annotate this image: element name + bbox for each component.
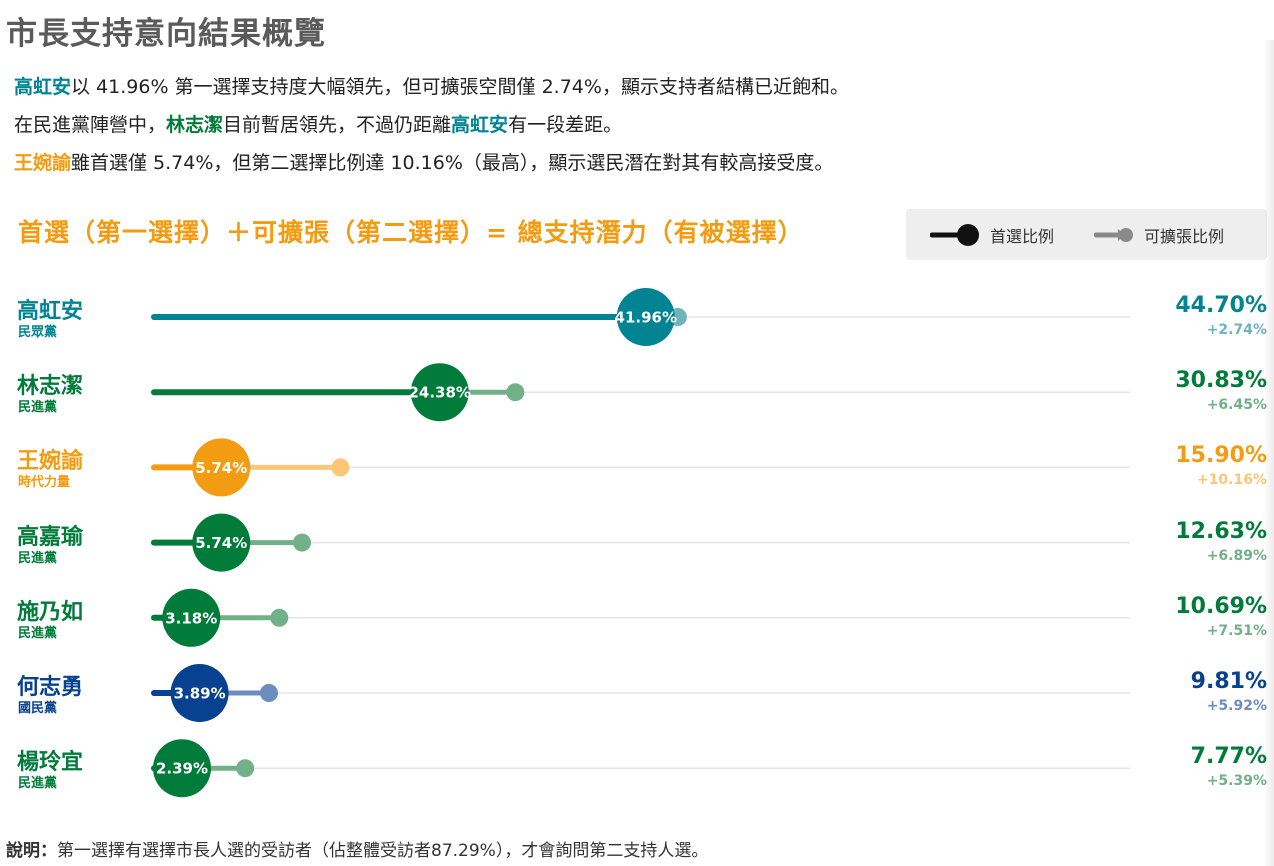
expandable-value: +7.51% xyxy=(1206,622,1267,639)
first-choice-value-label: 3.18% xyxy=(165,609,217,627)
expandable-value: +5.92% xyxy=(1206,698,1267,714)
expandable-value: +6.45% xyxy=(1206,397,1267,414)
candidate-party: 時代力量 xyxy=(18,475,71,491)
summary-highlight: 王婉諭 xyxy=(14,152,72,174)
first-choice-value-label: 5.74% xyxy=(195,459,247,477)
legend-expandable-icon xyxy=(1094,227,1133,242)
candidate-party: 民進黨 xyxy=(18,400,58,416)
total-support-value: 9.81% xyxy=(1190,669,1267,694)
expandable-endpoint-dot xyxy=(506,383,525,402)
candidate-name: 施乃如 xyxy=(17,599,84,625)
summary-text: 雖首選僅 5.74%，但第二選擇比例達 10.16%（最高），顯示選民潛在對其有… xyxy=(71,152,834,174)
summary-text: 有一段差距。 xyxy=(508,114,623,136)
summary-text: 以 41.96% 第一選擇支持度大幅領先，但可擴張空間僅 2.74%，顯示支持者… xyxy=(71,76,849,98)
first-choice-bubble xyxy=(170,664,229,722)
expandable-endpoint-dot xyxy=(236,759,255,778)
candidate-name: 楊玲宜 xyxy=(17,750,84,776)
expandable-value: +2.74% xyxy=(1206,322,1267,338)
legend-item-expandable: 可擴張比例 xyxy=(1094,209,1224,260)
footnote-text: 第一選擇有選擇市長人選的受訪者（佔整體受訪者87.29%），才會詢問第二支持人選… xyxy=(57,841,709,861)
first-choice-value-label: 3.89% xyxy=(174,685,226,703)
summary-highlight: 高虹安 xyxy=(14,76,72,98)
summary-text: 目前暫居領先，不過仍距離 xyxy=(223,114,452,136)
candidate-name: 林志潔 xyxy=(17,374,84,400)
expandable-value: +10.16% xyxy=(1196,472,1267,489)
legend: 首選比例 可擴張比例 xyxy=(906,209,1267,260)
summary-line: 王婉諭雖首選僅 5.74%，但第二選擇比例達 10.16%（最高），顯示選民潛在… xyxy=(14,144,1014,182)
first-choice-bubble xyxy=(153,739,212,798)
summary-block: 高虹安以 41.96% 第一選擇支持度大幅領先，但可擴張空間僅 2.74%，顯示… xyxy=(14,68,1014,182)
total-support-value: 10.69% xyxy=(1175,593,1267,619)
total-support-value: 12.63% xyxy=(1175,518,1267,544)
chart-title: 首選（第一選擇）＋可擴張（第二選擇）= 總支持潛力（有被選擇） xyxy=(18,218,804,247)
dumbbell-chart: 41.96% 24.38% 5.74% 5.74% 3.18% 3.89% 2.39% xyxy=(151,288,1130,798)
expandable-endpoint-dot xyxy=(293,533,312,552)
summary-line: 高虹安以 41.96% 第一選擇支持度大幅領先，但可擴張空間僅 2.74%，顯示… xyxy=(14,68,1014,106)
first-choice-bubble xyxy=(192,438,251,497)
first-choice-bubble xyxy=(410,363,469,422)
candidate-name: 王婉諭 xyxy=(17,449,84,475)
first-choice-value-label: 24.38% xyxy=(408,384,470,402)
first-choice-bubble xyxy=(162,588,221,647)
chart-plot-area: 41.96% 24.38% 5.74% 5.74% 3.18% 3.89% 2.39% 高虹… xyxy=(0,270,1274,810)
legend-item-first-choice: 首選比例 xyxy=(930,209,1054,260)
candidate-name: 高虹安 xyxy=(17,299,84,324)
legend-first-choice-icon xyxy=(930,223,979,246)
summary-highlight: 林志潔 xyxy=(166,114,224,136)
total-support-value: 44.70% xyxy=(1175,293,1267,318)
candidate-party: 國民黨 xyxy=(18,701,58,716)
expandable-endpoint-dot xyxy=(270,608,289,627)
candidate-name: 高嘉瑜 xyxy=(17,524,84,550)
expandable-value: +5.39% xyxy=(1206,773,1267,790)
candidate-party: 民進黨 xyxy=(18,625,58,641)
expandable-endpoint-dot xyxy=(331,458,350,477)
legend-label-first-choice: 首選比例 xyxy=(990,226,1055,246)
scroll-shadow xyxy=(1264,40,1274,866)
footnote-label: 說明： xyxy=(6,841,57,861)
first-choice-bubble xyxy=(616,288,675,346)
first-choice-bubble xyxy=(192,513,251,572)
total-support-value: 15.90% xyxy=(1175,443,1267,469)
candidate-name: 何志勇 xyxy=(17,675,84,700)
summary-text: 在民進黨陣營中， xyxy=(14,114,167,136)
expandable-value: +6.89% xyxy=(1206,547,1267,564)
candidate-party: 民眾黨 xyxy=(18,325,58,340)
first-choice-value-label: 5.74% xyxy=(195,534,247,552)
candidate-party: 民進黨 xyxy=(18,550,58,566)
candidate-party: 民進黨 xyxy=(18,776,58,792)
expandable-endpoint-dot xyxy=(259,684,278,702)
total-support-value: 7.77% xyxy=(1190,744,1267,770)
total-support-value: 30.83% xyxy=(1175,368,1267,394)
summary-highlight: 高虹安 xyxy=(451,114,509,136)
summary-line: 在民進黨陣營中，林志潔目前暫居領先，不過仍距離高虹安有一段差距。 xyxy=(14,106,1014,144)
page-title: 市長支持意向結果概覽 xyxy=(6,16,326,52)
first-choice-value-label: 2.39% xyxy=(156,760,208,778)
first-choice-value-label: 41.96% xyxy=(615,309,677,327)
legend-label-expandable: 可擴張比例 xyxy=(1144,226,1225,246)
footnote: 說明：第一選擇有選擇市長人選的受訪者（佔整體受訪者87.29%），才會詢問第二支… xyxy=(6,836,708,861)
